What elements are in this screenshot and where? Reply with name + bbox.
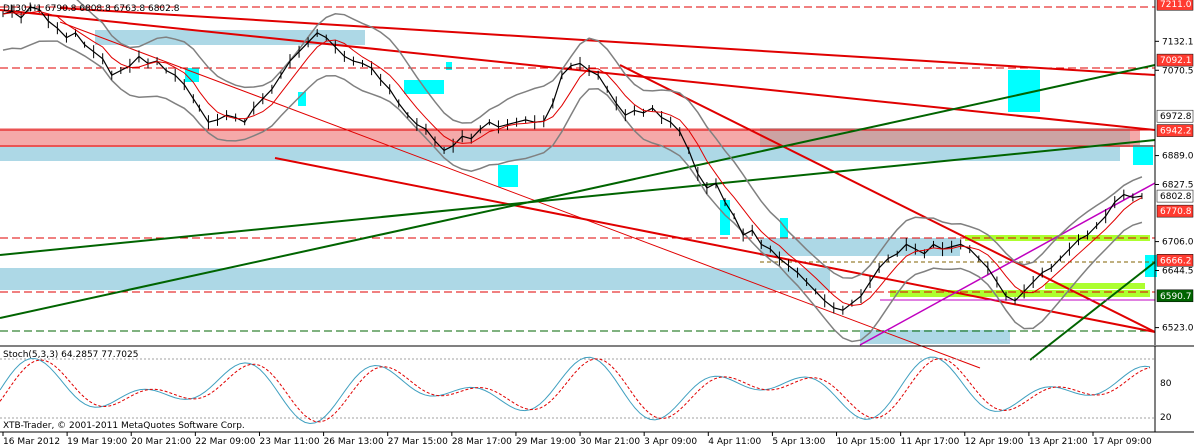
- trendline-green: [0, 64, 1156, 319]
- price-tick-label: 6644.5: [1162, 267, 1194, 277]
- zone-lime: [1045, 283, 1145, 289]
- band-lower: [2, 40, 1143, 343]
- time-label: 27 Mar 15:00: [388, 437, 448, 447]
- trendline-red: [274, 157, 1156, 333]
- time-axis-labels: 16 Mar 2012 19 Mar 19:00 20 Mar 21:00 22 Ma…: [2, 432, 1152, 447]
- time-label: 4 Apr 11:00: [708, 437, 761, 447]
- price-tick-label: 6706.0: [1162, 238, 1194, 248]
- price-label: 7092.1: [1160, 56, 1192, 66]
- stoch-signal: [0, 358, 1151, 423]
- zone-cyan: [498, 165, 518, 187]
- zone-cyan: [185, 68, 199, 82]
- zone-cyan: [720, 200, 730, 235]
- price-label-box: [1156, 189, 1194, 203]
- stoch-label: Stoch(5,3,3) 64.2857 77.7025: [3, 350, 138, 360]
- trendline-red-thin: [59, 21, 981, 369]
- time-label: 28 Mar 17:00: [452, 437, 512, 447]
- price-tick-label: 7070.5: [1162, 66, 1194, 76]
- zone-blue: [760, 238, 960, 256]
- price-label: 6942.2: [1160, 127, 1192, 137]
- time-label: 29 Mar 19:00: [516, 437, 576, 447]
- zone-blue: [860, 330, 1010, 344]
- time-label: 26 Mar 13:00: [324, 437, 384, 447]
- price-tick-label: 7132.1: [1162, 37, 1194, 47]
- price-label: 7211.0: [1160, 0, 1192, 10]
- band-upper: [76, 0, 1143, 279]
- price-label-box: [1156, 204, 1194, 218]
- price-label-box: [1156, 124, 1194, 137]
- time-label: 30 Mar 21:00: [580, 437, 640, 447]
- price-label-box: [1156, 0, 1194, 11]
- zone-blue: [0, 268, 830, 290]
- copyright-text: XTB-Trader, © 2001-2011 MetaQuotes Softw…: [3, 421, 245, 431]
- zone-blue: [0, 147, 1120, 161]
- time-label: 19 Mar 19:00: [67, 437, 127, 447]
- stoch-level-20-label: 20: [1160, 413, 1172, 423]
- zone-cyan: [298, 92, 306, 106]
- stoch-main: [0, 356, 1151, 425]
- time-label: 23 Mar 11:00: [259, 437, 319, 447]
- zone-cyan: [780, 218, 788, 238]
- time-label: 11 Apr 17:00: [901, 437, 960, 447]
- price-label-box: [1156, 254, 1194, 267]
- price-label-box: [1156, 53, 1194, 67]
- chart-header: DJI30,H1 6790.8 6808.8 6763.8 6802.8: [3, 4, 180, 14]
- time-label: 10 Apr 15:00: [837, 437, 896, 447]
- moving-average: [2, 10, 1143, 307]
- price-label: 6590.7: [1160, 292, 1192, 302]
- price-axis-labels: 7211.0 7092.1 6972.8 6942.2 6802.8 6770.8 6666…: [1156, 0, 1194, 303]
- zone-cyan: [1133, 145, 1153, 165]
- price-label: 6972.8: [1160, 112, 1192, 122]
- price-series: [2, 2, 1143, 315]
- price-axis-ticks: 7132.1 7070.5 6889.0 6827.5 6706.0 6644.5 6523…: [1155, 37, 1194, 334]
- time-label: 22 Mar 09:00: [195, 437, 255, 447]
- time-label: 13 Apr 21:00: [1029, 437, 1088, 447]
- time-label: 20 Mar 21:00: [131, 437, 191, 447]
- time-label: 17 Apr 09:00: [1093, 437, 1152, 447]
- time-label: 3 Apr 09:00: [644, 437, 697, 447]
- price-tick-label: 6827.5: [1162, 180, 1194, 190]
- time-label: 12 Apr 19:00: [965, 437, 1024, 447]
- zone-cyan: [446, 62, 452, 70]
- zone-lime: [890, 290, 1150, 297]
- price-tick-label: 6889.0: [1162, 152, 1194, 162]
- chart-zones: [0, 6, 1157, 369]
- bollinger-bands: [2, 0, 1143, 343]
- time-label: 5 Apr 13:00: [772, 437, 825, 447]
- trendline-green: [0, 139, 1156, 256]
- trendline-red: [59, 7, 1156, 76]
- price-label: 6770.8: [1160, 207, 1192, 217]
- price-label-box: [1156, 289, 1194, 303]
- trendline-green: [1029, 261, 1156, 361]
- time-label: 16 Mar 2012: [3, 437, 60, 447]
- price-tick-label: 6523.0: [1162, 324, 1194, 334]
- price-label: 6666.2: [1160, 256, 1192, 266]
- zone-gray: [760, 128, 1130, 147]
- trendline-red: [619, 64, 1156, 333]
- trendline-red: [0, 9, 1156, 131]
- price-label-box: [1156, 109, 1194, 123]
- stoch-level-80-label: 80: [1160, 379, 1172, 389]
- price-label: 6802.8: [1160, 192, 1192, 202]
- stoch-lines: [0, 356, 1151, 425]
